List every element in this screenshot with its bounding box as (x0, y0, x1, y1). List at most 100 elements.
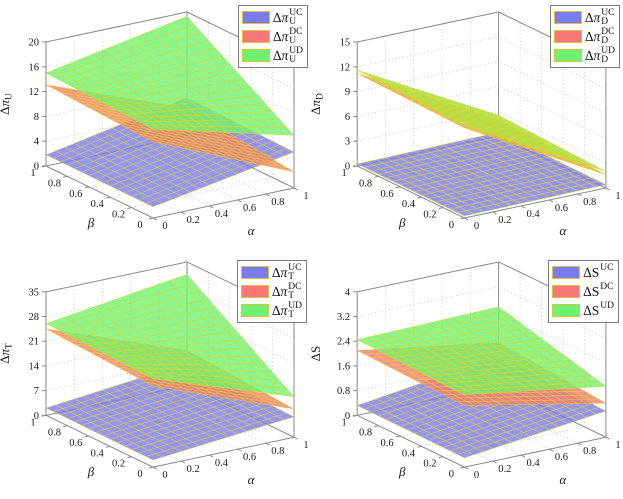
surface-ud (356, 306, 607, 395)
y-tick-label: 1 (341, 168, 346, 179)
z-axis-label: ΔπD (311, 93, 326, 115)
z-tick-label: 14 (29, 361, 40, 372)
legend-swatch-ud (553, 49, 582, 62)
y-tick-label: 0.6 (69, 189, 82, 200)
y-tick-label: 0.6 (380, 189, 393, 200)
subplot-delta-pi-T: 071421283500.20.40.60.8100.20.40.60.81Δπ… (0, 250, 311, 499)
x-tick-label: 0 (474, 470, 479, 481)
x-tick-label: 0.6 (555, 203, 568, 214)
legend-swatch-dc (553, 30, 582, 43)
y-tick-label: 0.8 (359, 178, 372, 189)
y-tick-label: 0.2 (112, 210, 125, 221)
x-axis-label: α (248, 223, 256, 238)
y-tick-label: 0.4 (91, 448, 105, 459)
z-tick-label: 3 (345, 137, 350, 148)
subplot-delta-pi-U: 04812162000.20.40.60.8100.20.40.60.81ΔπU… (0, 0, 311, 250)
z-tick-label: 12 (340, 62, 351, 73)
z-tick-label: 21 (29, 337, 39, 348)
z-tick-label: 0 (345, 411, 350, 422)
x-tick-label: 0.8 (583, 197, 596, 208)
z-tick-label: 7 (34, 386, 39, 397)
x-tick-label: 0.2 (498, 215, 511, 226)
y-tick-label: 0 (137, 220, 142, 231)
z-tick-label: 3.2 (337, 312, 350, 323)
y-axis-label: β (398, 215, 406, 230)
axis-labels: 071421283500.20.40.60.8100.20.40.60.81Δπ… (0, 287, 309, 487)
axis-labels: 00.81.62.43.2400.20.40.60.8100.20.40.60.… (311, 287, 621, 487)
z-tick-label: 0 (34, 411, 39, 422)
legend-swatch-ud (241, 49, 270, 62)
x-axis-label: α (559, 472, 567, 487)
tick-marks (352, 291, 610, 470)
x-tick-label: 0 (162, 470, 167, 481)
z-tick-label: 12 (29, 87, 40, 98)
x-tick-label: 0.6 (243, 452, 256, 463)
x-tick-label: 0 (162, 221, 167, 232)
x-tick-label: 0.8 (271, 446, 284, 457)
surface-ud (45, 274, 295, 397)
legend-swatch-uc (241, 11, 270, 24)
surface-ud (356, 69, 607, 172)
legend-item: Δ S UD (552, 301, 614, 320)
axes-box-front (356, 291, 607, 468)
y-tick-label: 0.8 (48, 178, 61, 189)
y-tick-label: 0 (449, 220, 454, 231)
legend-swatch-dc (552, 285, 581, 298)
z-tick-label: 16 (29, 62, 40, 73)
axes-box-front (45, 291, 295, 468)
axis-labels: 0369121500.20.40.60.8100.20.40.60.81ΔπDα… (311, 38, 621, 238)
legend-swatch-dc (241, 30, 270, 43)
surface-uc (45, 362, 295, 461)
subplot-delta-S: 0 0.8 1.6 2.4 3.2 4 0 0.2 0.4 0.6 0.8 1 0 0.2 0.4 0.6 0.… (311, 250, 623, 499)
surface-plot-delta-pi-T: 071421283500.20.40.60.8100.20.40.60.81Δπ… (0, 261, 309, 487)
z-tick-label: 4 (345, 287, 351, 298)
axis-labels: 04812162000.20.40.60.8100.20.40.60.81ΔπU… (0, 38, 309, 239)
y-tick-label: 0.6 (69, 438, 82, 449)
legend-swatch-uc (552, 266, 581, 279)
x-tick-label: 0.8 (583, 446, 596, 457)
z-tick-label: 35 (29, 287, 39, 298)
y-tick-label: 0.6 (380, 438, 393, 449)
subplot-delta-pi-D: 0369121500.20.40.60.8100.20.40.60.81ΔπDα… (311, 0, 623, 250)
x-tick-label: 1 (615, 440, 620, 451)
x-tick-label: 0.4 (527, 458, 541, 469)
surface-plot-delta-pi-D: 0369121500.20.40.60.8100.20.40.60.81ΔπDα… (311, 11, 621, 238)
x-tick-label: 0.6 (555, 452, 568, 463)
surface-plot-delta-pi-U: 04812162000.20.40.60.8100.20.40.60.81ΔπU… (0, 11, 309, 239)
z-tick-label: 1.6 (337, 361, 350, 372)
legend-swatch-uc (240, 266, 269, 279)
surface-ud (45, 16, 295, 136)
x-tick-label: 0.2 (187, 215, 200, 226)
x-tick-label: 0.2 (187, 464, 200, 475)
z-tick-label: 2.4 (337, 337, 351, 348)
legend-label: Δ S DC (583, 282, 614, 299)
legend-swatch-ud (240, 304, 269, 317)
x-tick-label: 0 (474, 221, 479, 232)
z-tick-label: 0 (345, 162, 350, 173)
y-tick-label: 0.4 (91, 199, 105, 210)
y-tick-label: 0.2 (423, 459, 436, 470)
z-tick-label: 4 (34, 137, 40, 148)
surface-uc (356, 132, 607, 217)
legend-swatch-dc (240, 285, 269, 298)
legend: Δ S UC Δ S DC Δ S UD (548, 260, 619, 323)
legend-swatch-uc (553, 11, 582, 24)
z-tick-label: 15 (340, 38, 351, 49)
y-tick-label: 0 (137, 469, 142, 480)
z-tick-label: 28 (29, 312, 39, 323)
y-tick-label: 0.8 (359, 428, 372, 439)
z-tick-label: 0.8 (337, 386, 350, 397)
x-tick-label: 0.4 (527, 209, 541, 220)
